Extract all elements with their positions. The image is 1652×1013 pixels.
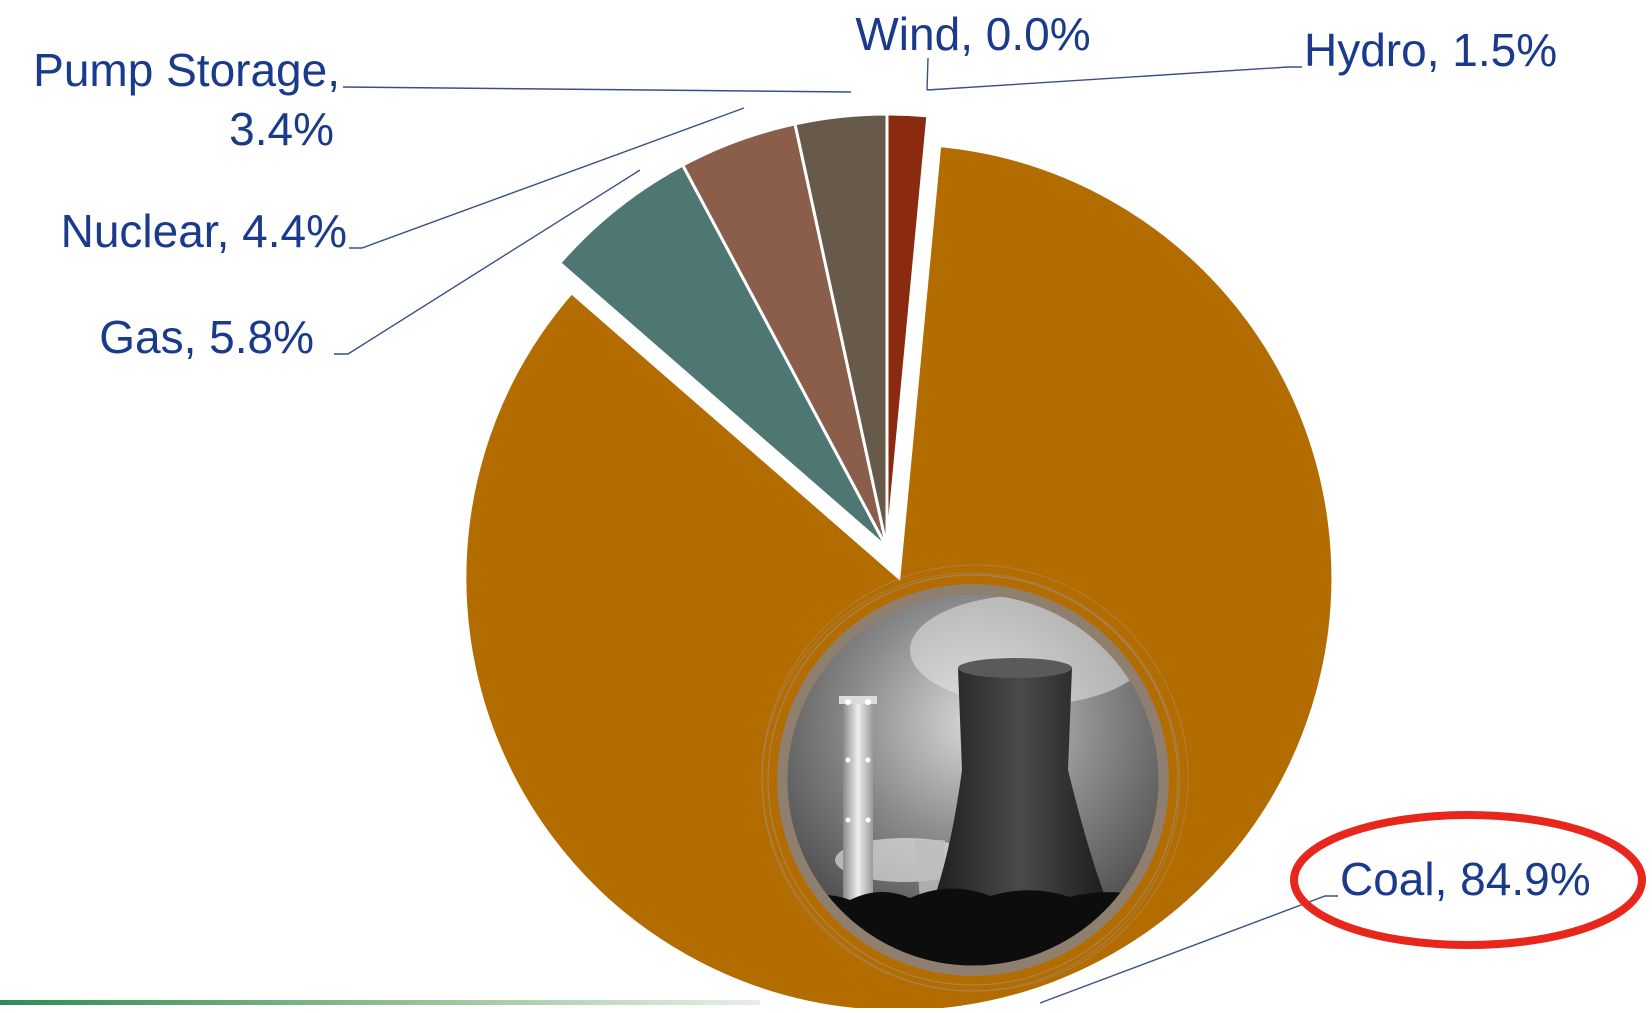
pie-slice-pump-storage [793, 112, 889, 549]
label-nuclear: Nuclear, 4.4% [61, 205, 347, 257]
slide-footer-bar [0, 1000, 760, 1005]
coal-highlight-circle [1290, 811, 1646, 949]
label-pump-storage-line1: Pump Storage, [33, 44, 340, 96]
leader-line-nuclear [349, 107, 745, 249]
cooling-tower-photo [761, 564, 1189, 992]
label-pump-storage-line2: 3.4% [229, 103, 334, 155]
leader-line-coal [1039, 895, 1338, 1004]
leader-line-gas [334, 169, 641, 355]
label-wind: Wind, 0.0% [855, 8, 1090, 60]
label-hydro: Hydro, 1.5% [1304, 24, 1557, 76]
leader-line-pump-storage [342, 86, 852, 93]
pie-slice-gas [557, 163, 889, 550]
data-labels: Wind, 0.0% Hydro, 1.5% Pump Storage, 3.4… [33, 8, 1646, 949]
label-coal: Coal, 84.9% [1340, 853, 1591, 905]
leader-line-wind [926, 57, 929, 91]
leader-line-hydro [926, 66, 1302, 91]
leader-lines [334, 57, 1338, 1004]
label-gas: Gas, 5.8% [99, 311, 314, 363]
